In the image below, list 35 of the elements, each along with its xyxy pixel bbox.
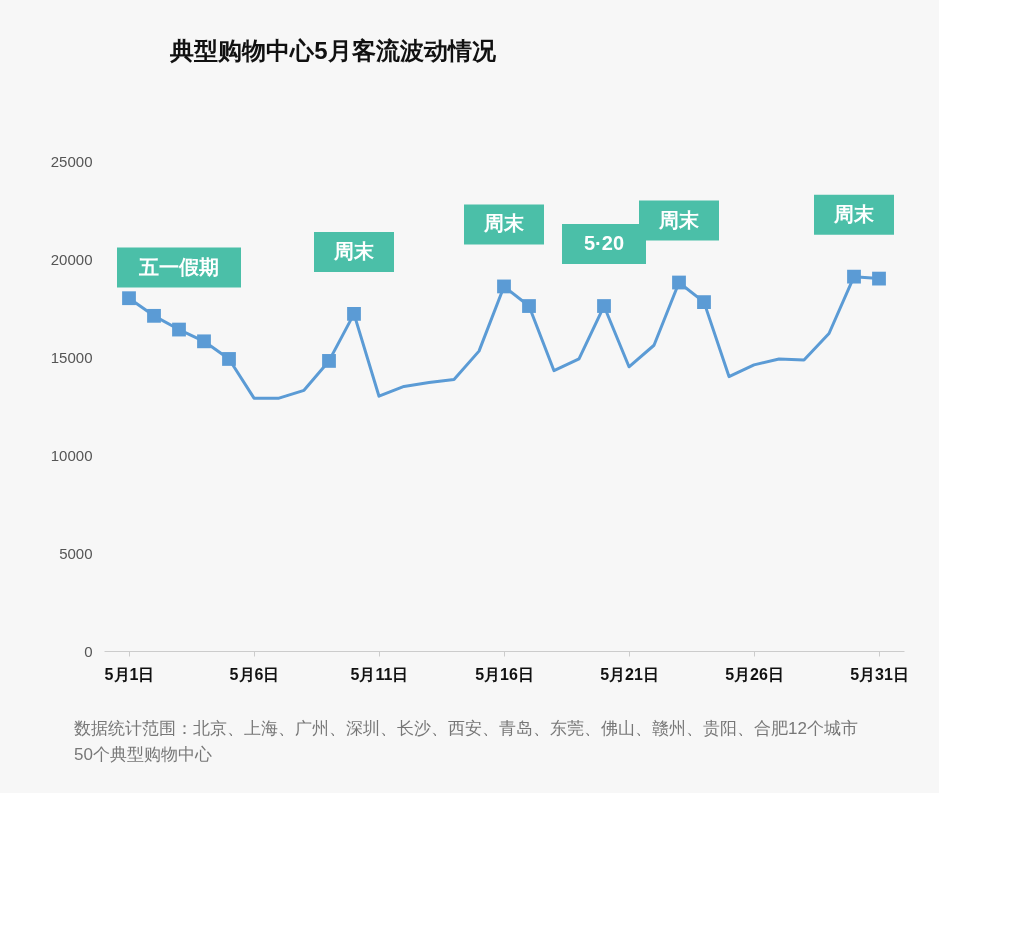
point <box>197 334 211 349</box>
annotation: 周末 <box>483 212 525 235</box>
point <box>222 352 236 366</box>
annotation: 5·20 <box>583 232 625 255</box>
point <box>847 269 861 284</box>
y-tick-label: 15000 <box>50 348 93 366</box>
x-tick-label: 5月1日 <box>104 665 155 683</box>
x-tick-label: 5月31日 <box>850 665 909 683</box>
x-tick-label: 5月16日 <box>475 665 534 683</box>
y-tick-label: 20000 <box>50 250 93 268</box>
chart-title: 典型购物中心5月客流波动情况 <box>169 37 497 64</box>
annotation: 周末 <box>333 239 375 262</box>
annotation: 周末 <box>833 202 875 225</box>
point <box>597 299 611 313</box>
annotation: 周末 <box>658 208 700 231</box>
point <box>872 271 886 286</box>
annotation: 五一假期 <box>138 255 219 278</box>
y-tick-label: 25000 <box>50 152 93 170</box>
x-tick-label: 5月11日 <box>350 665 409 683</box>
text: 数据统计范围：北京、上海、广州、深圳、长沙、西安、青岛、东莞、佛山、赣州、贵阳、合肥12个城市 50个典型购物中心 <box>74 719 858 764</box>
point <box>122 291 136 306</box>
point <box>697 295 711 310</box>
x-tick-label: 5月21日 <box>600 665 659 683</box>
point <box>172 322 186 337</box>
point <box>672 275 686 290</box>
point <box>522 299 536 313</box>
x-tick-label: 5月26日 <box>725 665 784 683</box>
point <box>497 279 511 294</box>
point <box>322 354 336 368</box>
point <box>347 306 361 321</box>
point <box>147 308 161 323</box>
y-tick-label: 5000 <box>59 544 93 562</box>
y-tick-label: 0 <box>84 642 93 660</box>
y-tick-label: 10000 <box>50 446 93 464</box>
x-tick-label: 5月6日 <box>229 665 280 683</box>
